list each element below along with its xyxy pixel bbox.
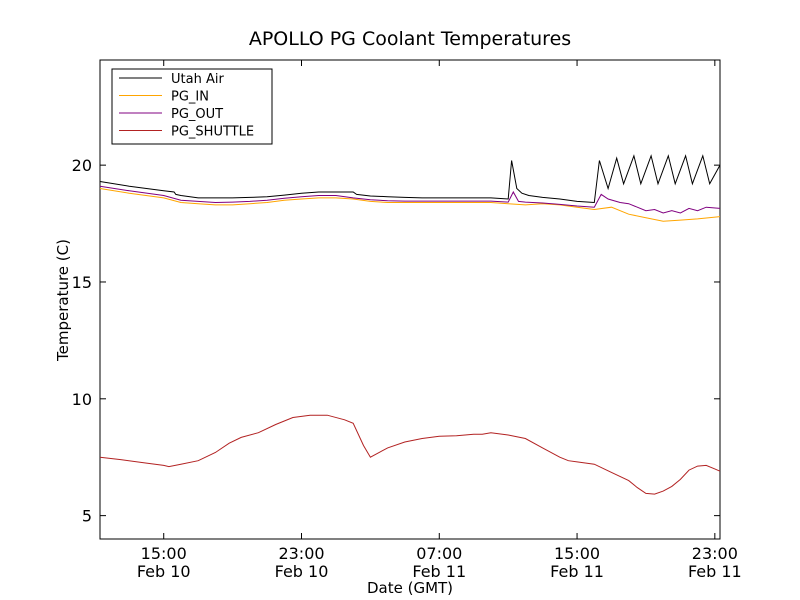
legend-frame (111, 68, 273, 145)
x-tick-label-date: Feb 11 (688, 562, 742, 581)
x-tick-label-date: Feb 10 (137, 562, 191, 581)
x-tick-label-date: Feb 10 (275, 562, 329, 581)
y-tick-label: 20 (72, 156, 92, 175)
x-tick-label-time: 07:00 (416, 544, 462, 563)
legend-label: Utah Air (171, 72, 224, 87)
x-tick-label-date: Feb 11 (550, 562, 604, 581)
x-tick-label-time: 15:00 (554, 544, 600, 563)
plot-frame (99, 59, 721, 540)
x-axis-label: Date (GMT) (367, 579, 453, 597)
legend-label: PG_SHUTTLE (171, 125, 254, 140)
series-line-pg-in (99, 188, 721, 222)
series-layer (99, 154, 721, 495)
y-axis-label: Temperature (C) (54, 239, 72, 362)
series-line-pg-shuttle (99, 414, 721, 495)
x-tick-label-date: Feb 11 (412, 562, 466, 581)
x-tick-label-time: 15:00 (141, 544, 187, 563)
series-line-pg-out (99, 185, 721, 214)
legend-label: PG_OUT (171, 107, 223, 122)
y-tick-label: 10 (72, 390, 92, 409)
chart-title: APOLLO PG Coolant Temperatures (249, 28, 571, 50)
y-tick-label: 5 (82, 507, 92, 526)
series-line-utah-air (99, 154, 721, 204)
x-tick-label-time: 23:00 (692, 544, 738, 563)
legend-label: PG_IN (171, 90, 209, 105)
legend: Utah Air PG_IN PG_OUT PG_SHUTTLE (111, 68, 273, 145)
x-tick-label-time: 23:00 (278, 544, 324, 563)
y-tick-label: 15 (72, 273, 92, 292)
